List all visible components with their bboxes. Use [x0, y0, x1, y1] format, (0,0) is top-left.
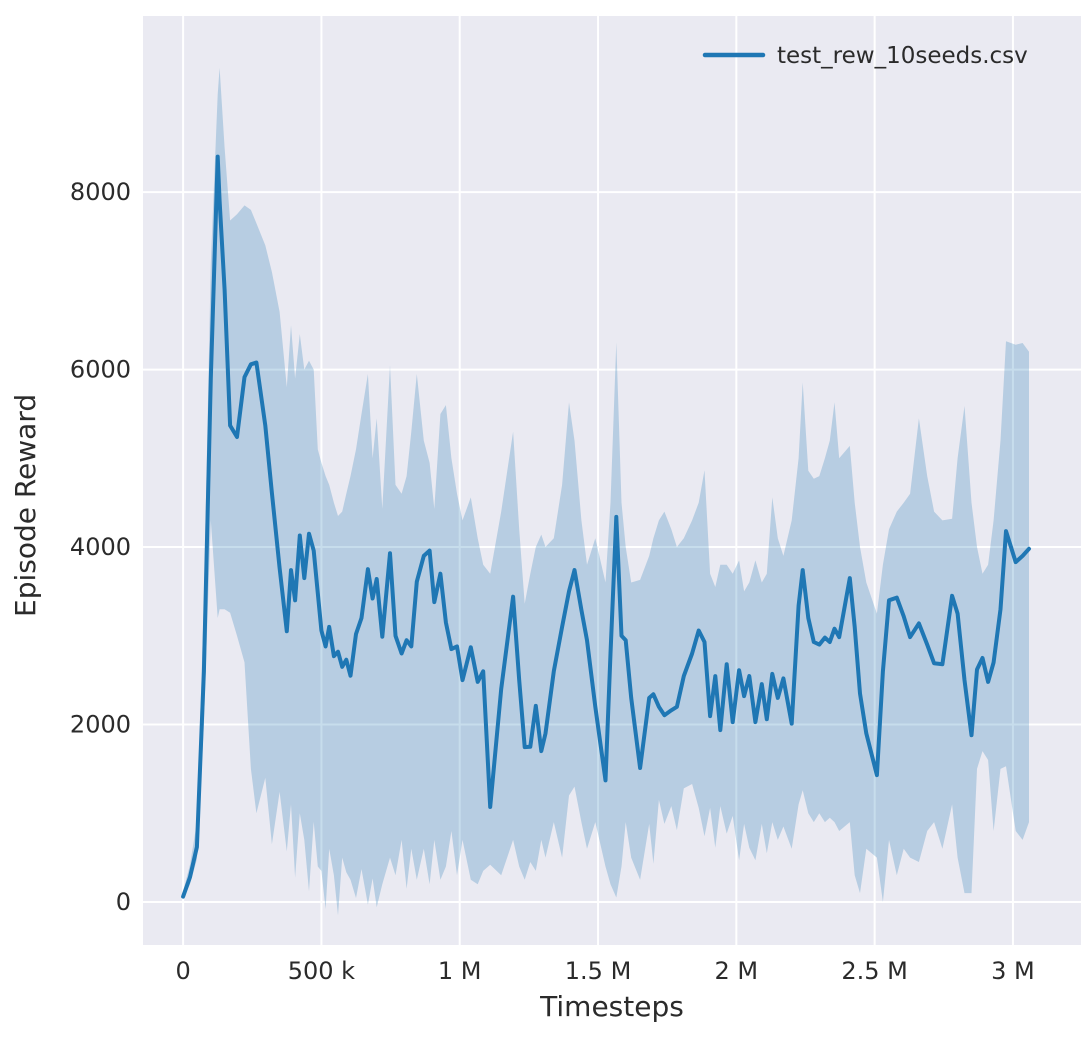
x-tick-label: 3 M	[991, 957, 1035, 985]
x-tick-label: 2.5 M	[841, 957, 908, 985]
y-tick-label: 0	[116, 888, 131, 916]
x-tick-label: 500 k	[288, 957, 355, 985]
plot-area	[143, 16, 1081, 945]
reward-line	[181, 154, 1031, 899]
y-tick-label: 6000	[70, 356, 131, 384]
x-axis-label: Timesteps	[540, 990, 684, 1023]
y-tick-label: 4000	[70, 533, 131, 561]
confidence-band	[183, 67, 1030, 916]
y-tick-label: 8000	[70, 178, 131, 206]
legend-label: test_rew_10seeds.csv	[777, 43, 1028, 69]
x-tick-label: 1.5 M	[565, 957, 632, 985]
x-tick-label: 1 M	[438, 957, 482, 985]
y-tick-label: 2000	[70, 711, 131, 739]
x-tick-label: 0	[175, 957, 190, 985]
x-tick-label: 2 M	[715, 957, 759, 985]
y-axis-label: Episode Reward	[9, 393, 42, 617]
